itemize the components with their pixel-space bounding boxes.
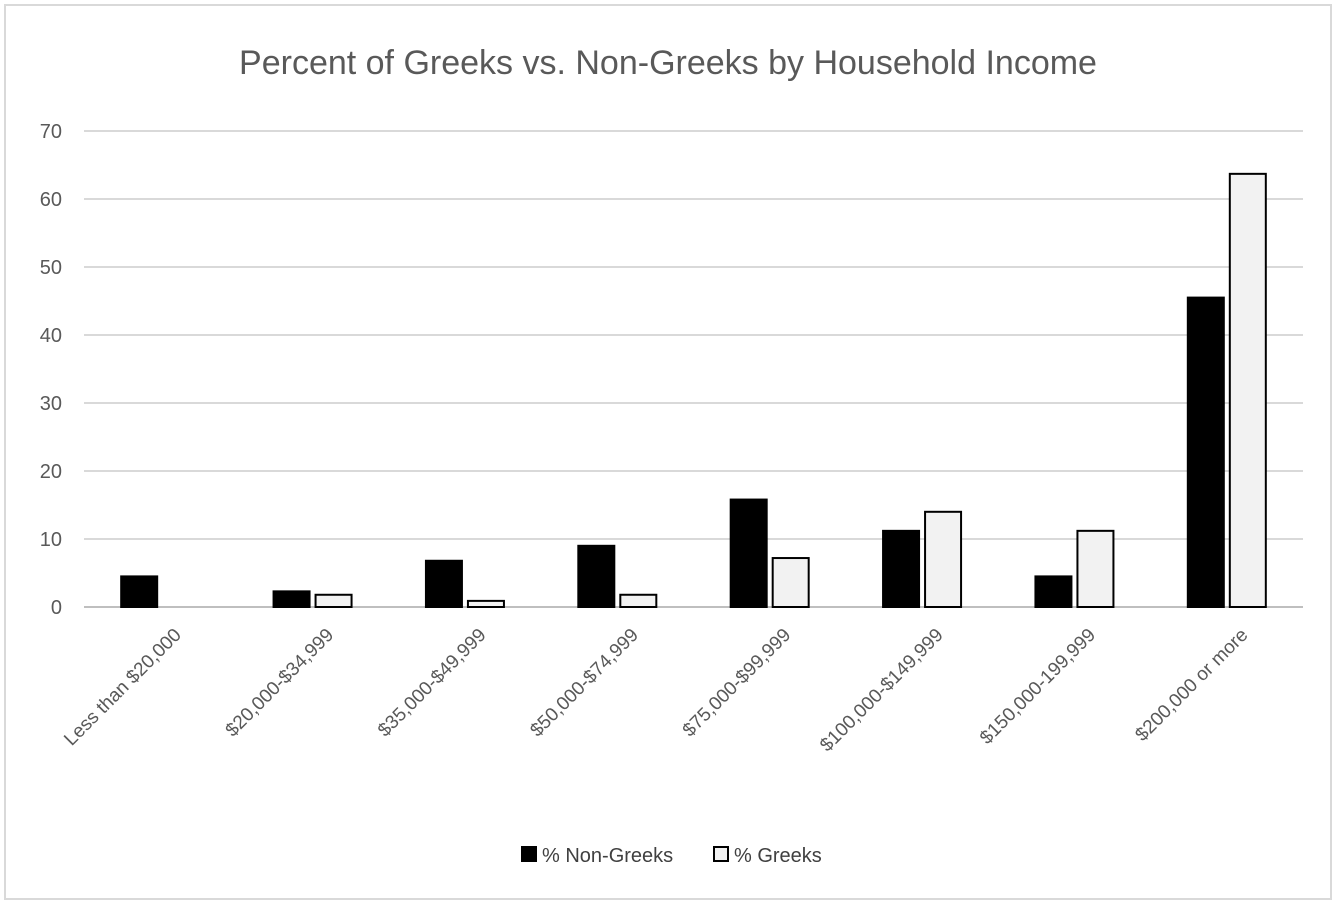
y-axis-ticks: 0 10 20 30 40 50 60 70 bbox=[40, 121, 62, 619]
y-tick-label: 60 bbox=[40, 189, 62, 211]
bar-greeks bbox=[1228, 172, 1267, 608]
x-tick-label: Less than $20,000 bbox=[60, 625, 185, 750]
legend-non-greeks-swatch bbox=[521, 846, 537, 862]
y-tick-label: 70 bbox=[40, 121, 62, 143]
y-tick-label: 30 bbox=[40, 393, 62, 415]
bar-non-greeks bbox=[272, 590, 311, 608]
bar-non-greeks bbox=[424, 559, 463, 609]
bar-non-greeks bbox=[1034, 575, 1073, 609]
x-tick-label: $50,000-$74,999 bbox=[526, 625, 642, 741]
x-tick-label: $100,000-$149,999 bbox=[816, 625, 947, 756]
bar-greeks bbox=[314, 593, 353, 609]
x-axis-ticks: Less than $20,000 $20,000-$34,999 $35,000-… bbox=[60, 625, 1252, 756]
bar-non-greeks bbox=[882, 529, 921, 609]
y-tick-label: 10 bbox=[40, 529, 62, 551]
bar-greeks bbox=[619, 593, 658, 609]
bar-greeks bbox=[924, 510, 963, 608]
legend-greeks-label: % Greeks bbox=[734, 845, 822, 867]
bar-greeks bbox=[1076, 529, 1115, 609]
bar-non-greeks bbox=[729, 498, 768, 608]
y-tick-label: 50 bbox=[40, 257, 62, 279]
y-tick-label: 20 bbox=[40, 461, 62, 483]
y-tick-label: 0 bbox=[51, 597, 62, 619]
bar-non-greeks bbox=[1186, 296, 1225, 608]
bar-non-greeks bbox=[577, 544, 616, 608]
y-tick-label: 40 bbox=[40, 325, 62, 347]
legend: % Non-Greeks % Greeks bbox=[521, 845, 822, 867]
chart-frame bbox=[4, 4, 1332, 900]
x-tick-label: $75,000-$99,999 bbox=[679, 625, 795, 741]
legend-non-greeks-label: % Non-Greeks bbox=[542, 845, 673, 867]
x-tick-label: $20,000-$34,999 bbox=[222, 625, 338, 741]
bar-non-greeks bbox=[120, 575, 159, 609]
legend-greeks-swatch bbox=[713, 846, 729, 862]
x-tick-label: $200,000 or more bbox=[1131, 625, 1252, 746]
bars bbox=[120, 172, 1267, 609]
chart-title: Percent of Greeks vs. Non-Greeks by Hous… bbox=[239, 44, 1097, 82]
bar-greeks bbox=[771, 557, 810, 608]
bar-greeks bbox=[466, 599, 505, 609]
grid-layer bbox=[84, 130, 1303, 608]
x-tick-label: $150,000-199,999 bbox=[976, 625, 1100, 749]
x-tick-label: $35,000-$49,999 bbox=[374, 625, 490, 741]
